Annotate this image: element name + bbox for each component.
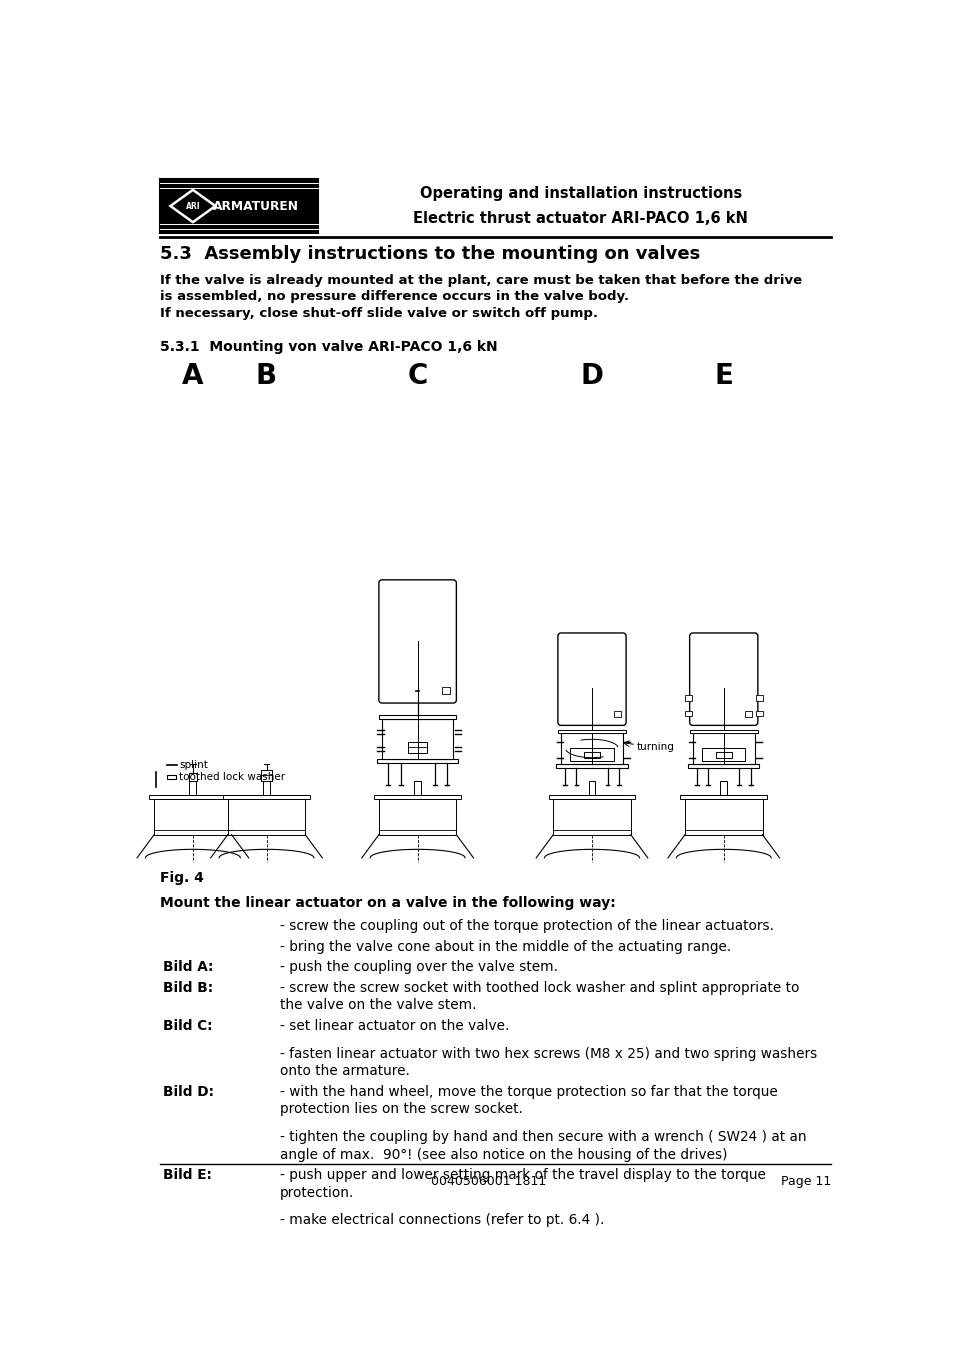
Text: D: D (579, 362, 603, 390)
Bar (378, 798, 456, 835)
Text: B: B (255, 362, 276, 390)
Text: Bild E:: Bild E: (163, 1169, 213, 1182)
Text: onto the armature.: onto the armature. (279, 1065, 409, 1078)
Text: - screw the coupling out of the torque protection of the linear actuators.: - screw the coupling out of the torque p… (279, 919, 773, 934)
Bar (588, 781, 595, 794)
Text: Bild C:: Bild C: (163, 1019, 213, 1034)
Text: - fasten linear actuator with two hex screws (M8 x 25) and two spring washers: - fasten linear actuator with two hex sc… (279, 1047, 816, 1061)
Bar (154, 798, 232, 835)
Text: splint: splint (179, 759, 208, 770)
Text: Bild A:: Bild A: (163, 961, 213, 974)
Text: Operating and installation instructions: Operating and installation instructions (419, 186, 741, 201)
Bar (150, 794, 236, 798)
Bar (414, 781, 420, 794)
Bar (701, 748, 744, 761)
Text: Page 11: Page 11 (781, 1175, 831, 1189)
Text: Bild D:: Bild D: (163, 1085, 214, 1098)
Text: - bring the valve cone about in the middle of the actuating range.: - bring the valve cone about in the midd… (279, 940, 730, 954)
Text: protection.: protection. (279, 1186, 354, 1200)
Text: is assembled, no pressure difference occurs in the valve body.: is assembled, no pressure difference occ… (159, 290, 628, 304)
Text: - push the coupling over the valve stem.: - push the coupling over the valve stem. (279, 961, 558, 974)
Bar (744, 711, 752, 717)
Bar (720, 781, 726, 794)
Text: toothed lock washer: toothed lock washer (179, 771, 285, 782)
Bar (408, 742, 427, 753)
Bar (374, 794, 460, 798)
Bar (381, 719, 453, 759)
Bar (442, 686, 450, 694)
Bar (548, 794, 635, 798)
Bar (223, 794, 310, 798)
Bar (560, 734, 622, 763)
Bar (167, 774, 175, 780)
Polygon shape (171, 190, 215, 222)
Bar (558, 730, 625, 734)
Text: - tighten the coupling by hand and then secure with a wrench ( SW24 ) at an: - tighten the coupling by hand and then … (279, 1129, 805, 1144)
Text: 5.3.1  Mounting von valve ARI-PACO 1,6 kN: 5.3.1 Mounting von valve ARI-PACO 1,6 kN (159, 340, 497, 354)
Bar (679, 794, 766, 798)
Text: - push upper and lower setting mark of the travel display to the torque: - push upper and lower setting mark of t… (279, 1169, 764, 1182)
Text: protection lies on the screw socket.: protection lies on the screw socket. (279, 1102, 522, 1116)
Bar (755, 711, 761, 716)
Text: angle of max.  90°! (see also notice on the housing of the drives): angle of max. 90°! (see also notice on t… (279, 1147, 726, 1162)
Bar (684, 696, 691, 701)
Text: 5.3  Assembly instructions to the mounting on valves: 5.3 Assembly instructions to the mountin… (159, 245, 700, 262)
Text: - set linear actuator on the valve.: - set linear actuator on the valve. (279, 1019, 509, 1034)
Text: - screw the screw socket with toothed lock washer and splint appropriate to: - screw the screw socket with toothed lo… (279, 981, 799, 994)
FancyBboxPatch shape (689, 634, 757, 725)
Text: the valve on the valve stem.: the valve on the valve stem. (279, 998, 476, 1012)
FancyBboxPatch shape (378, 580, 456, 703)
Bar (556, 763, 627, 767)
Bar (159, 180, 318, 232)
Text: - with the hand wheel, move the torque protection so far that the torque: - with the hand wheel, move the torque p… (279, 1085, 777, 1098)
Text: If the valve is already mounted at the plant, care must be taken that before the: If the valve is already mounted at the p… (159, 274, 801, 286)
Bar (228, 798, 305, 835)
Bar (377, 759, 457, 763)
FancyBboxPatch shape (558, 634, 625, 725)
Text: - make electrical connections (refer to pt. 6.4 ).: - make electrical connections (refer to … (279, 1213, 603, 1227)
Bar (684, 711, 691, 716)
Text: Mount the linear actuator on a valve in the following way:: Mount the linear actuator on a valve in … (159, 896, 615, 911)
Bar (716, 751, 731, 758)
Bar (687, 763, 759, 767)
Bar (261, 770, 272, 781)
Text: E: E (714, 362, 733, 390)
Text: 0040506001 1811: 0040506001 1811 (431, 1175, 546, 1189)
Text: C: C (407, 362, 427, 390)
Bar (189, 773, 197, 781)
Bar (755, 696, 761, 701)
Text: ARI: ARI (186, 201, 200, 211)
Bar (190, 781, 196, 794)
Bar (378, 716, 456, 719)
Text: turning: turning (637, 742, 674, 753)
Text: Fig. 4: Fig. 4 (159, 871, 203, 885)
Bar (583, 751, 599, 758)
Bar (684, 798, 761, 835)
Text: ARMATUREN: ARMATUREN (213, 200, 299, 212)
Bar (613, 711, 620, 717)
Bar (689, 730, 757, 734)
Bar (263, 781, 270, 794)
Text: Bild B:: Bild B: (163, 981, 213, 994)
Bar (570, 748, 613, 761)
Text: Electric thrust actuator ARI-PACO 1,6 kN: Electric thrust actuator ARI-PACO 1,6 kN (413, 211, 747, 226)
Bar (692, 734, 754, 763)
Text: If necessary, close shut-off slide valve or switch off pump.: If necessary, close shut-off slide valve… (159, 307, 597, 320)
Text: A: A (182, 362, 203, 390)
Bar (553, 798, 630, 835)
